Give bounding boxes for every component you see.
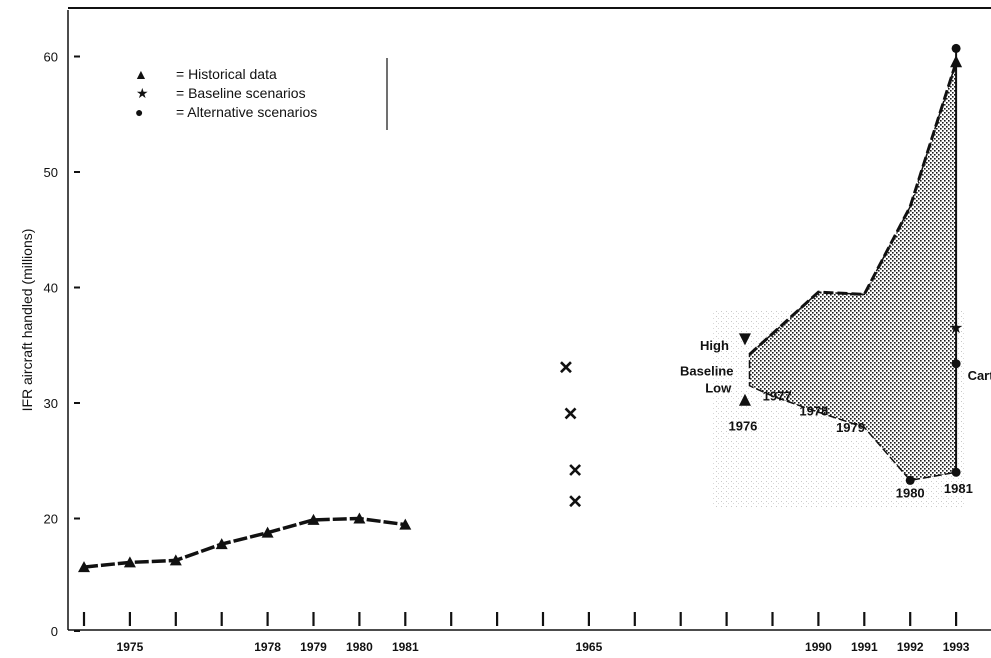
annotation-label: 1978 [799, 404, 828, 419]
x-markers [560, 361, 582, 508]
legend-label-baseline: = Baseline scenarios [176, 85, 306, 101]
triangle-marker [950, 55, 963, 68]
y-tick-label: 40 [44, 281, 58, 296]
y-tick-label: 20 [44, 512, 58, 527]
alternative-marker [951, 359, 961, 369]
annotation-label: 1976 [728, 419, 757, 434]
x-tick-label: 1992 [897, 640, 924, 654]
legend-symbol-star: ★ [136, 85, 149, 101]
annotation-label: 1979 [836, 420, 865, 435]
fan-upper-line [748, 61, 958, 356]
legend-label-historical: = Historical data [176, 66, 277, 82]
historical-marker [307, 513, 320, 525]
annotation-label: Carton [968, 368, 991, 383]
x-tick-label: 1978 [254, 640, 281, 654]
historical-marker [353, 512, 366, 524]
x-ticks: 1975 1978 1979 1980 1981 1965 1990 1991 1992 1993 [82, 612, 970, 654]
annotation-label: High [700, 338, 729, 353]
historical-marker [261, 526, 274, 538]
x-tick-label: 1975 [117, 640, 144, 654]
legend-symbol-circle: ● [135, 104, 143, 120]
y-ticks: 0 20 30 40 50 60 [44, 50, 80, 639]
annotation-label: 1980 [896, 486, 925, 501]
annotation-label: Low [705, 381, 732, 396]
alternative-marker [951, 467, 961, 477]
historical-marker [78, 561, 90, 573]
y-tick-label: 0 [51, 624, 58, 639]
x-tick-label: 1979 [300, 640, 327, 654]
legend-entry: ★ = Baseline scenarios [136, 85, 306, 101]
x-tick-label: 1965 [576, 640, 603, 654]
annotation-label: 1977 [763, 389, 792, 404]
x-tick-label: 1991 [851, 640, 878, 654]
x-tick-label: 1990 [805, 640, 832, 654]
historical-marker [123, 556, 136, 568]
x-marker [560, 361, 572, 374]
legend: ▲ = Historical data ★ = Baseline scenari… [134, 58, 388, 130]
legend-entry: ▲ = Historical data [134, 66, 277, 82]
y-tick-label: 30 [44, 396, 58, 411]
annotations: High Baseline Low 1976 1977 1978 1979 1980 1981 C… [680, 338, 991, 501]
legend-entry: ● = Alternative scenarios [135, 104, 317, 120]
legend-symbol-triangle: ▲ [134, 66, 148, 82]
x-marker [569, 464, 582, 476]
scenario-fan: ★ [712, 43, 966, 507]
x-tick-label: 1981 [392, 640, 419, 654]
historical-marker [215, 538, 228, 550]
historical-series [78, 512, 412, 573]
x-marker [569, 495, 582, 508]
x-marker [564, 407, 577, 420]
x-tick-label: 1993 [943, 640, 970, 654]
y-tick-label: 50 [44, 165, 58, 180]
triangle-marker [738, 393, 751, 406]
fan-area [748, 62, 957, 482]
historical-line [83, 516, 406, 569]
axes: IFR aircraft handled (millions) [19, 7, 991, 631]
x-tick-label: 1980 [346, 640, 373, 654]
historical-marker [399, 518, 412, 530]
alternative-marker [951, 43, 961, 53]
y-tick-label: 60 [44, 50, 58, 65]
legend-label-alternative: = Alternative scenarios [176, 104, 317, 120]
alternative-marker [905, 475, 915, 485]
historical-marker [169, 554, 182, 566]
annotation-label: 1981 [944, 481, 973, 496]
y-axis-label: IFR aircraft handled (millions) [19, 229, 35, 412]
baseline-marker: ★ [949, 320, 963, 337]
down-triangle-marker [738, 333, 751, 346]
annotation-label: Baseline [680, 363, 733, 378]
